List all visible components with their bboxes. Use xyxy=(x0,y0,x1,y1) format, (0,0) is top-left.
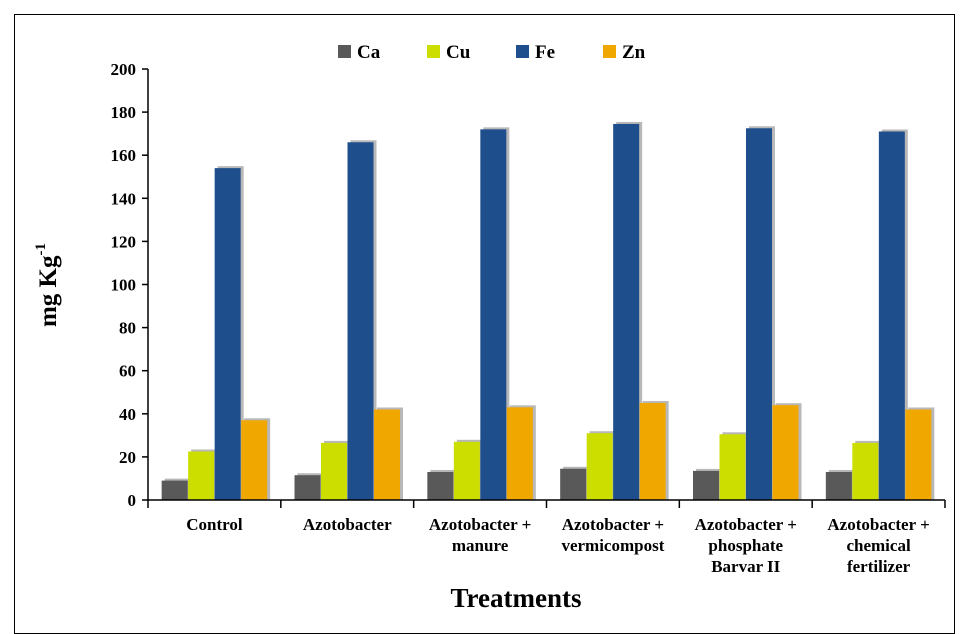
bar-cu xyxy=(321,442,347,500)
y-tick-label: 200 xyxy=(111,60,137,79)
x-tick-label: Azotobacter + chemical fertilizer xyxy=(827,515,929,576)
y-tick-label: 0 xyxy=(128,491,137,510)
legend-label-ca: Ca xyxy=(357,42,381,63)
legend-label-cu: Cu xyxy=(446,42,471,63)
bars-group xyxy=(161,121,935,500)
y-tick-label: 120 xyxy=(111,232,137,251)
x-tick-label: Azotobacter + vermicompost xyxy=(561,515,664,555)
y-tick-label: 140 xyxy=(111,189,137,208)
bar-zn xyxy=(905,409,932,500)
y-axis-label: mg Kg-1 xyxy=(33,243,62,327)
x-axis: Control Azotobacter Azotobacter + manure Azo… xyxy=(147,499,946,576)
y-tick-label: 20 xyxy=(119,448,136,467)
bar-fe xyxy=(347,142,374,500)
x-tick-label: Azotobacter xyxy=(303,515,392,534)
x-axis-label: Treatments xyxy=(451,583,582,613)
bar-ca xyxy=(294,475,321,500)
legend-swatch-zn xyxy=(603,45,616,58)
x-tick-label: Azotobacter + phosphate Barvar II xyxy=(695,515,797,576)
bar-cu xyxy=(188,451,215,500)
bar-fe xyxy=(746,128,772,500)
bar-cu xyxy=(852,442,879,500)
legend-swatch-fe xyxy=(516,45,529,58)
bar-zn xyxy=(506,407,533,500)
bar-cu xyxy=(453,441,480,500)
bar-fe xyxy=(613,123,640,500)
bar-fe xyxy=(214,168,241,500)
bar-ca xyxy=(427,471,454,500)
bar-ca xyxy=(693,470,719,500)
bar-fe xyxy=(878,131,905,500)
bar-cu xyxy=(586,433,613,500)
bar-cu xyxy=(719,434,746,500)
chart-legend: Ca Cu Fe Zn xyxy=(338,42,646,63)
y-tick-label: 100 xyxy=(111,276,137,295)
y-tick-label: 180 xyxy=(111,103,137,122)
legend-swatch-ca xyxy=(338,45,351,58)
bar-ca xyxy=(161,480,188,500)
legend-swatch-cu xyxy=(427,45,440,58)
y-tick-label: 160 xyxy=(111,146,137,165)
bar-fe xyxy=(480,129,507,500)
x-tick-label: Control xyxy=(186,515,243,534)
x-tick-label: Azotobacter + manure xyxy=(429,515,531,555)
bar-zn xyxy=(241,420,268,500)
y-tick-label: 60 xyxy=(119,362,136,381)
bar-zn xyxy=(374,409,400,500)
bar-ca xyxy=(560,468,587,500)
bar-zn xyxy=(772,405,799,500)
y-tick-label: 80 xyxy=(119,319,136,338)
y-axis: 0 20 40 60 80 100 120 140 160 180 200 xyxy=(111,60,149,510)
legend-label-zn: Zn xyxy=(622,42,646,63)
bar-zn xyxy=(639,403,666,500)
bar-ca xyxy=(825,471,852,500)
legend-label-fe: Fe xyxy=(535,42,555,63)
y-tick-label: 40 xyxy=(119,405,136,424)
